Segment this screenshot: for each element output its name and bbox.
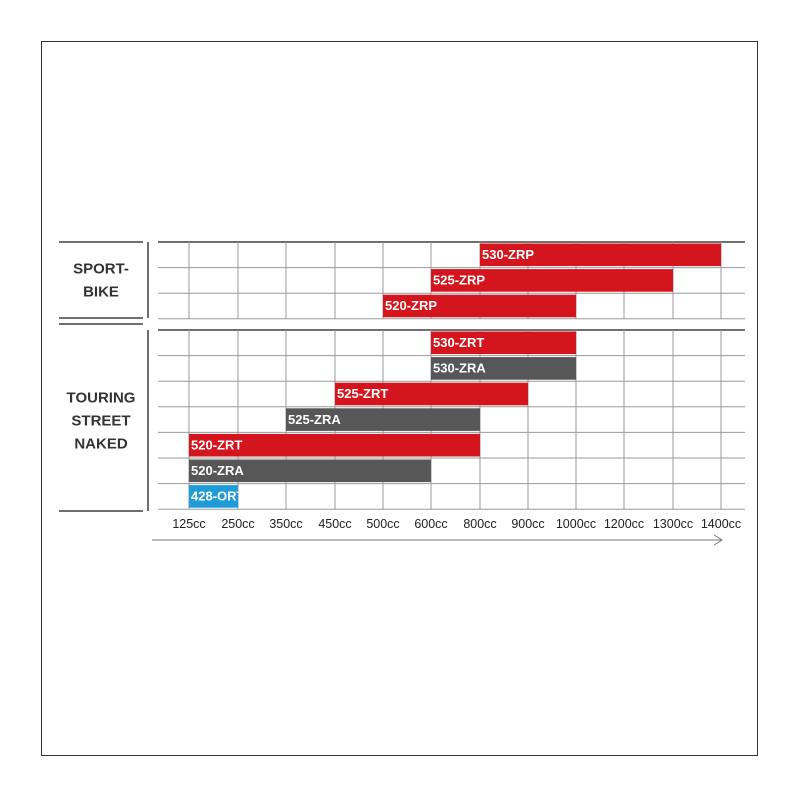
bar-label-428-ort: 428-ORT — [191, 489, 245, 504]
bar-525-zra — [286, 408, 480, 431]
group-label: BIKE — [83, 284, 119, 301]
group-label: SPORT- — [73, 261, 129, 278]
x-tick-label: 600cc — [414, 517, 447, 531]
x-tick-label: 1000cc — [556, 517, 596, 531]
x-tick-label: 1200cc — [604, 517, 644, 531]
x-tick-label: 800cc — [463, 517, 496, 531]
bar-530-zra — [431, 357, 576, 380]
bar-428-ort — [189, 485, 238, 508]
bar-label-520-zrp: 520-ZRP — [385, 298, 437, 313]
chart-frame — [41, 41, 758, 756]
group-label: TOURING — [67, 390, 136, 407]
labels: 530-ZRP 525-ZRP 520-ZRP SPORT- BIKE 530-ZRT 53… — [67, 247, 742, 531]
x-tick-label: 450cc — [318, 517, 351, 531]
bar-530-zrt — [431, 331, 576, 355]
x-tick-label: 250cc — [221, 517, 254, 531]
x-tick-label: 350cc — [269, 517, 302, 531]
bars — [189, 243, 721, 508]
x-tick-label: 1400cc — [701, 517, 741, 531]
x-tick-label: 1300cc — [653, 517, 693, 531]
x-axis-arrow-head — [713, 534, 723, 546]
bar-label-530-zrt: 530-ZRT — [433, 335, 484, 350]
bar-525-zrp — [431, 269, 673, 292]
bar-label-525-zrp: 525-ZRP — [433, 273, 485, 288]
group-label: STREET — [71, 413, 130, 430]
bar-label-530-zrp: 530-ZRP — [482, 247, 534, 262]
bar-525-zrt — [335, 382, 528, 406]
group-label: NAKED — [74, 436, 128, 453]
bar-label-520-zrt: 520-ZRT — [191, 437, 242, 452]
bar-label-530-zra: 530-ZRA — [433, 361, 486, 376]
bar-520-zrp — [383, 294, 576, 318]
bar-520-zrt — [189, 433, 480, 457]
x-tick-label: 500cc — [366, 517, 399, 531]
x-tick-label: 900cc — [511, 517, 544, 531]
bar-530-zrp — [480, 243, 721, 267]
x-tick-label: 125cc — [172, 517, 205, 531]
bar-label-520-zra: 520-ZRA — [191, 463, 244, 478]
bar-label-525-zra: 525-ZRA — [288, 412, 341, 427]
bar-label-525-zrt: 525-ZRT — [337, 386, 388, 401]
bar-520-zra — [189, 459, 431, 483]
